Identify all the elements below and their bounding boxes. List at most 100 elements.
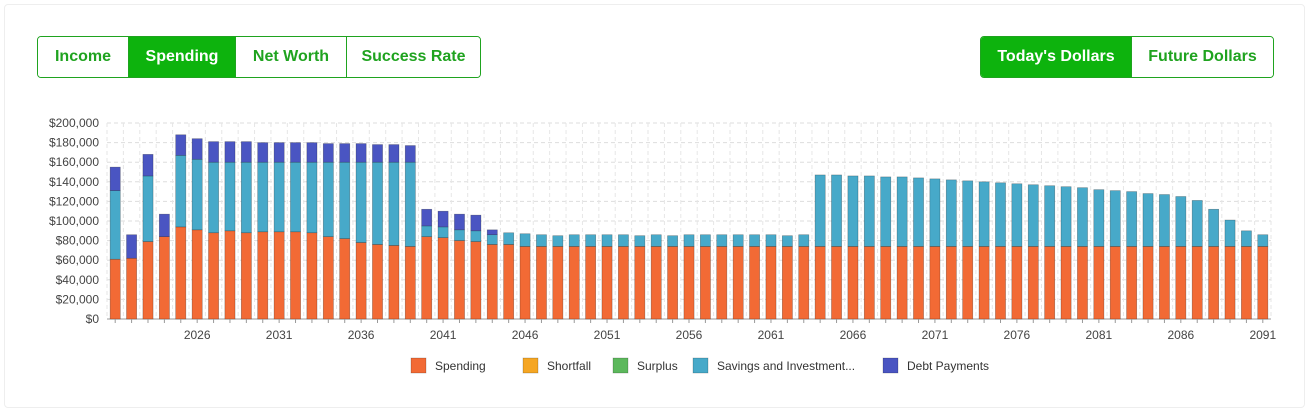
tab-income[interactable]: Income [38,37,128,77]
bar-savings-and-investment-2089 [1224,219,1236,247]
bar-debt-payments-2036 [355,143,367,163]
bar-savings-and-investment-2032 [290,161,301,233]
bar-spending-2052 [618,246,629,320]
y-tick-label: $200,000 [49,116,99,130]
bar-spending-2045 [503,244,515,320]
bar-savings-and-investment-2038 [388,161,400,246]
bar-savings-and-investment-2029 [240,161,252,234]
bar-savings-and-investment-2036 [355,161,367,243]
future-dollars-button[interactable]: Future Dollars [1131,37,1273,77]
bar-savings-and-investment-2067 [863,175,875,247]
bar-spending-2082 [1109,246,1121,320]
bar-savings-and-investment-2037 [372,161,383,245]
x-tick-label: 2076 [1004,328,1031,342]
bar-savings-and-investment-2063 [798,234,810,247]
bar-savings-and-investment-2048 [552,235,564,247]
bar-spending-2085 [1159,246,1170,320]
bar-spending-2087 [1191,246,1203,320]
x-tick-label: 2071 [922,328,949,342]
bar-spending-2046 [519,246,531,320]
bar-spending-2090 [1241,246,1252,320]
bar-savings-and-investment-2027 [208,161,219,234]
bar-spending-2028 [224,230,236,320]
bar-savings-and-investment-2055 [667,235,678,247]
bar-savings-and-investment-2035 [339,161,351,239]
bar-savings-and-investment-2080 [1077,187,1088,247]
bar-spending-2066 [847,246,859,320]
legend-label: Savings and Investment... [717,359,855,373]
bar-debt-payments-2041 [437,210,449,228]
bar-spending-2055 [667,246,678,320]
bar-savings-and-investment-2062 [781,235,793,247]
bar-debt-payments-2025 [175,134,187,156]
bar-savings-and-investment-2068 [880,176,892,247]
bar-savings-and-investment-2079 [1060,186,1072,247]
bar-debt-payments-2032 [290,142,301,163]
bar-spending-2084 [1142,246,1154,320]
bar-savings-and-investment-2030 [257,161,269,233]
bar-spending-2035 [339,238,351,320]
bar-savings-and-investment-2054 [650,234,662,247]
legend-swatch-savings-and-investment [692,357,709,374]
bar-savings-and-investment-2073 [962,180,974,247]
bar-savings-and-investment-2044 [486,234,498,245]
bar-spending-2075 [995,246,1006,320]
bar-spending-2021 [109,258,121,320]
bar-spending-2073 [962,246,974,320]
bar-savings-and-investment-2085 [1159,194,1170,247]
y-tick-label: $120,000 [49,194,99,208]
legend-label: Shortfall [547,359,591,373]
view-tabs: Income Spending Net Worth Success Rate [37,36,481,78]
bar-savings-and-investment-2084 [1142,193,1154,247]
bar-spending-2043 [470,241,482,320]
bar-spending-2054 [650,246,662,320]
tab-net-worth[interactable]: Net Worth [235,37,346,77]
bar-savings-and-investment-2040 [421,225,433,237]
bar-spending-2032 [290,231,301,320]
bar-savings-and-investment-2046 [519,233,531,247]
x-tick-label: 2036 [348,328,375,342]
bar-spending-2036 [355,242,367,320]
bar-spending-2047 [536,246,547,320]
todays-dollars-button[interactable]: Today's Dollars [981,37,1131,77]
bar-spending-2072 [945,246,957,320]
bar-debt-payments-2030 [257,142,269,163]
bar-spending-2056 [683,246,695,320]
bar-spending-2029 [240,232,252,320]
bar-debt-payments-2035 [339,143,351,163]
bar-spending-2081 [1093,246,1105,320]
x-tick-label: 2056 [676,328,703,342]
bar-debt-payments-2043 [470,214,482,232]
bar-spending-2058 [716,246,728,320]
bar-debt-payments-2027 [208,141,219,163]
bar-spending-2044 [486,244,498,320]
bar-spending-2076 [1011,246,1023,320]
bar-spending-2063 [798,246,810,320]
bar-debt-payments-2034 [322,143,334,163]
tab-success-rate[interactable]: Success Rate [346,37,480,77]
bar-spending-2091 [1257,246,1269,320]
bar-debt-payments-2022 [126,234,137,259]
bar-spending-2025 [175,226,187,320]
x-tick-label: 2041 [430,328,457,342]
x-tick-label: 2061 [758,328,785,342]
y-tick-label: $60,000 [56,253,100,267]
legend-label: Debt Payments [907,359,989,373]
bar-debt-payments-2024 [158,213,170,237]
tab-spending[interactable]: Spending [128,37,235,77]
y-tick-label: $160,000 [49,155,99,169]
x-tick-label: 2091 [1249,328,1276,342]
bar-savings-and-investment-2064 [814,174,826,247]
bar-spending-2065 [831,246,842,320]
bar-savings-and-investment-2059 [732,234,744,247]
bar-savings-and-investment-2078 [1044,185,1056,247]
bar-spending-2089 [1224,246,1236,320]
bar-spending-2033 [306,232,318,320]
bar-spending-2023 [142,241,154,320]
bar-spending-2067 [863,246,875,320]
legend-swatch-surplus [612,357,629,374]
bar-savings-and-investment-2025 [175,155,187,228]
bar-savings-and-investment-2070 [913,177,924,247]
bar-savings-and-investment-2074 [978,181,990,247]
